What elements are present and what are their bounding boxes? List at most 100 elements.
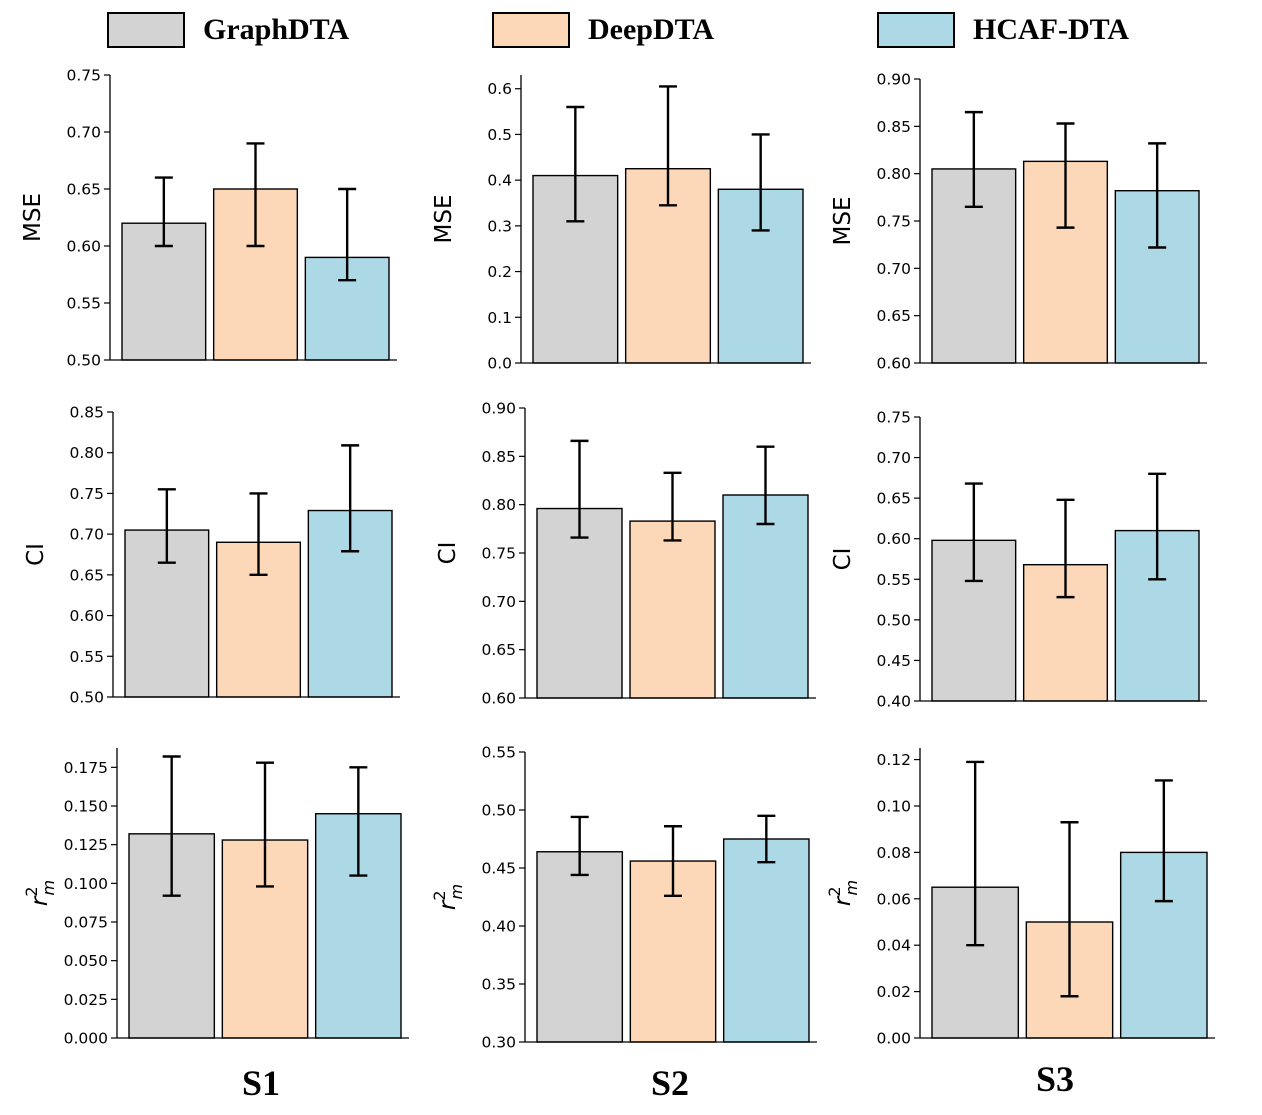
ytick-label-s2-mse-2: 0.2 <box>487 263 512 281</box>
bar-s2-ci-hcaf-dta <box>722 494 809 699</box>
ytick-label-s2-mse-0: 0.0 <box>487 355 512 373</box>
ylabel-sup-s3-rm2: 2 <box>825 886 844 896</box>
ytick-label-s2-ci-1: 0.65 <box>481 641 516 659</box>
ytick-label-s2-ci-4: 0.80 <box>481 496 516 514</box>
column-label-s2: S2 <box>651 1063 690 1103</box>
ytick-label-s3-mse-0: 0.60 <box>876 355 911 373</box>
bar-s2-rm2-graphdta <box>536 851 624 1043</box>
ytick-label-s1-mse-1: 0.55 <box>66 295 101 313</box>
ytick-label-s3-rm2-0: 0.00 <box>876 1030 911 1048</box>
ytick-label-s3-mse-3: 0.75 <box>876 213 911 231</box>
ytick-label-s1-ci-1: 0.55 <box>69 648 104 666</box>
ytick-label-s3-ci-1: 0.45 <box>876 652 911 670</box>
ytick-label-s1-ci-4: 0.70 <box>69 526 104 544</box>
ylabel-s2-mse: MSE <box>431 195 457 244</box>
ytick-label-s3-ci-7: 0.75 <box>876 409 911 427</box>
ytick-label-s1-mse-5: 0.75 <box>66 67 101 85</box>
ytick-label-s2-rm2-4: 0.50 <box>481 802 516 820</box>
ytick-label-s3-ci-4: 0.60 <box>876 530 911 548</box>
ylabel-base-s2-rm2: r <box>435 899 461 910</box>
ytick-label-s1-mse-3: 0.65 <box>66 181 101 199</box>
panel-s3-ci: 0.40 0.45 0.50 0.55 0.60 0.65 0.70 0.75 CI <box>830 409 1207 711</box>
ytick-label-s1-rm2-3: 0.075 <box>64 914 108 932</box>
ytick-label-s3-mse-6: 0.90 <box>876 71 911 89</box>
ytick-label-s2-rm2-1: 0.35 <box>481 976 516 994</box>
ytick-label-s1-ci-7: 0.85 <box>69 404 104 422</box>
ylabel-s1-mse: MSE <box>20 193 46 242</box>
ylabel-s2-ci: CI <box>435 542 461 565</box>
bar-s2-rm2-hcaf-dta <box>722 838 810 1043</box>
ylabel-sup-s2-rm2: 2 <box>430 890 449 900</box>
ytick-label-s2-rm2-3: 0.45 <box>481 860 516 878</box>
ytick-label-s2-ci-6: 0.90 <box>481 400 516 418</box>
ytick-label-s3-rm2-2: 0.04 <box>876 937 911 955</box>
ytick-label-s3-ci-2: 0.50 <box>876 611 911 629</box>
ytick-label-s3-mse-4: 0.80 <box>876 165 911 183</box>
ytick-label-s3-rm2-6: 0.12 <box>876 751 911 769</box>
ylabel-sub-s2-rm2: m <box>447 884 466 900</box>
panel-s2-mse: 0.0 0.1 0.2 0.3 0.4 0.5 0.6 MSE <box>431 75 811 373</box>
ytick-label-s2-ci-2: 0.70 <box>481 593 516 611</box>
ytick-label-s3-ci-6: 0.70 <box>876 449 911 467</box>
ytick-label-s1-ci-3: 0.65 <box>69 566 104 584</box>
ytick-label-s3-rm2-4: 0.08 <box>876 844 911 862</box>
ylabel-base-s1-rm2: r <box>27 895 53 906</box>
ylabel-s3-mse: MSE <box>830 197 856 246</box>
ytick-label-s3-mse-5: 0.85 <box>876 118 911 136</box>
legend-swatch-hcafdta <box>877 12 955 48</box>
ytick-label-s2-ci-5: 0.85 <box>481 448 516 466</box>
ylabel-sup-s1-rm2: 2 <box>22 886 41 896</box>
ylabel-s3-ci: CI <box>830 548 856 571</box>
ytick-label-s3-rm2-5: 0.10 <box>876 798 911 816</box>
ytick-label-s2-mse-6: 0.6 <box>487 80 512 98</box>
ytick-label-s1-ci-5: 0.75 <box>69 485 104 503</box>
ytick-label-s2-ci-3: 0.75 <box>481 545 516 563</box>
ytick-label-s3-ci-5: 0.65 <box>876 490 911 508</box>
ytick-label-s1-mse-2: 0.60 <box>66 238 101 256</box>
legend-swatch-graphdta <box>107 12 185 48</box>
bar-s2-ci-graphdta <box>536 507 623 699</box>
ytick-label-s1-rm2-0: 0.000 <box>64 1030 108 1048</box>
legend: GraphDTA DeepDTA HCAF-DTA <box>0 0 1262 60</box>
ytick-label-s1-rm2-7: 0.175 <box>64 759 108 777</box>
ytick-label-s1-rm2-4: 0.100 <box>64 875 108 893</box>
ytick-label-s2-mse-4: 0.4 <box>487 172 512 190</box>
ylabel-s3-rm2: r2m <box>825 880 861 906</box>
ytick-label-s2-mse-5: 0.5 <box>487 126 512 144</box>
panel-s1-ci: 0.50 0.55 0.60 0.65 0.70 0.75 0.80 0.85 CI <box>23 404 400 707</box>
ytick-label-s3-rm2-1: 0.02 <box>876 983 911 1001</box>
ytick-label-s1-ci-6: 0.80 <box>69 444 104 462</box>
ytick-label-s2-rm2-2: 0.40 <box>481 918 516 936</box>
ytick-label-s1-ci-0: 0.50 <box>69 689 104 707</box>
ytick-label-s2-rm2-0: 0.30 <box>481 1034 516 1052</box>
ytick-label-s2-mse-1: 0.1 <box>487 309 512 327</box>
ytick-label-s3-ci-3: 0.55 <box>876 571 911 589</box>
ytick-label-s1-rm2-2: 0.050 <box>64 952 108 970</box>
ytick-label-s1-ci-2: 0.60 <box>69 607 104 625</box>
legend-label-hcafdta: HCAF-DTA <box>973 13 1130 46</box>
column-label-s3: S3 <box>1036 1059 1075 1099</box>
ytick-label-s1-rm2-5: 0.125 <box>64 836 108 854</box>
ytick-label-s1-mse-0: 0.50 <box>66 352 101 370</box>
panel-s2-rm2: 0.30 0.35 0.40 0.45 0.50 0.55 r2m <box>430 744 817 1052</box>
panel-s2-ci: 0.60 0.65 0.70 0.75 0.80 0.85 0.90 CI <box>435 400 816 708</box>
legend-label-deepdta: DeepDTA <box>588 13 715 46</box>
panel-s3-mse: 0.60 0.65 0.70 0.75 0.80 0.85 0.90 MSE <box>830 71 1207 373</box>
column-label-s1: S1 <box>242 1063 281 1103</box>
ytick-label-s2-mse-3: 0.3 <box>487 217 512 235</box>
ylabel-sub-s1-rm2: m <box>39 880 58 896</box>
legend-swatch-deepdta <box>492 12 570 48</box>
ylabel-s2-rm2: r2m <box>430 884 466 910</box>
legend-label-graphdta: GraphDTA <box>203 13 350 46</box>
panel-s1-mse: 0.50 0.55 0.60 0.65 0.70 0.75 MSE <box>20 67 397 370</box>
ylabel-s1-ci: CI <box>23 543 49 566</box>
bar-s2-ci-deepdta <box>629 520 716 699</box>
ytick-label-s1-mse-4: 0.70 <box>66 124 101 142</box>
panel-s1-rm2: 0.000 0.025 0.050 0.075 0.100 0.125 0.150 0.175… <box>22 748 409 1048</box>
ytick-label-s3-mse-2: 0.70 <box>876 260 911 278</box>
ytick-label-s3-mse-1: 0.65 <box>876 307 911 325</box>
panel-s3-rm2: 0.00 0.02 0.04 0.06 0.08 0.10 0.12 r2m <box>825 748 1215 1048</box>
ylabel-s1-rm2: r2m <box>22 880 58 906</box>
